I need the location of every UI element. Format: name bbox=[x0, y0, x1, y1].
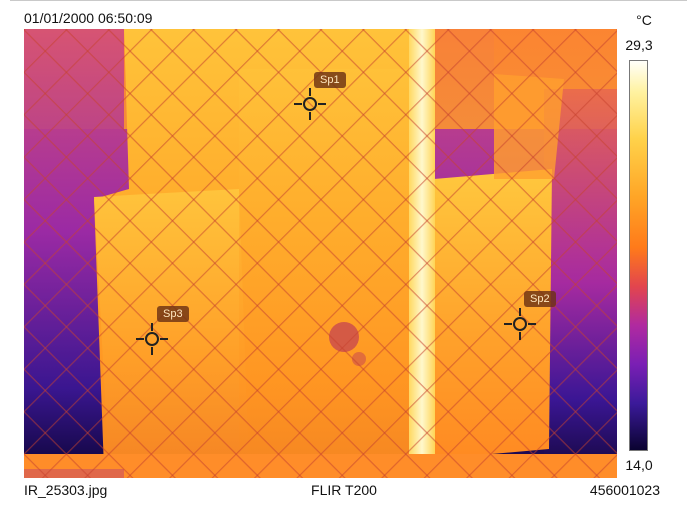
spot-crosshair-sp1-icon[interactable] bbox=[292, 86, 328, 122]
thermal-image bbox=[24, 29, 617, 478]
top-divider bbox=[10, 0, 687, 1]
temperature-color-scale bbox=[629, 60, 648, 451]
spot-label-sp2: Sp2 bbox=[524, 291, 556, 307]
camera-model: FLIR T200 bbox=[311, 482, 377, 498]
temperature-unit: °C bbox=[636, 12, 652, 28]
image-filename: IR_25303.jpg bbox=[24, 482, 108, 498]
scale-min-value: 14,0 bbox=[625, 457, 653, 473]
timestamp: 01/01/2000 06:50:09 bbox=[24, 10, 153, 26]
spot-label-sp3: Sp3 bbox=[157, 306, 189, 322]
spot-label-sp1: Sp1 bbox=[314, 72, 346, 88]
spot-crosshair-sp2-icon[interactable] bbox=[502, 306, 538, 342]
spot-crosshair-sp3-icon[interactable] bbox=[134, 321, 170, 357]
camera-serial-number: 456001023 bbox=[589, 482, 660, 498]
scale-max-value: 29,3 bbox=[625, 37, 653, 53]
